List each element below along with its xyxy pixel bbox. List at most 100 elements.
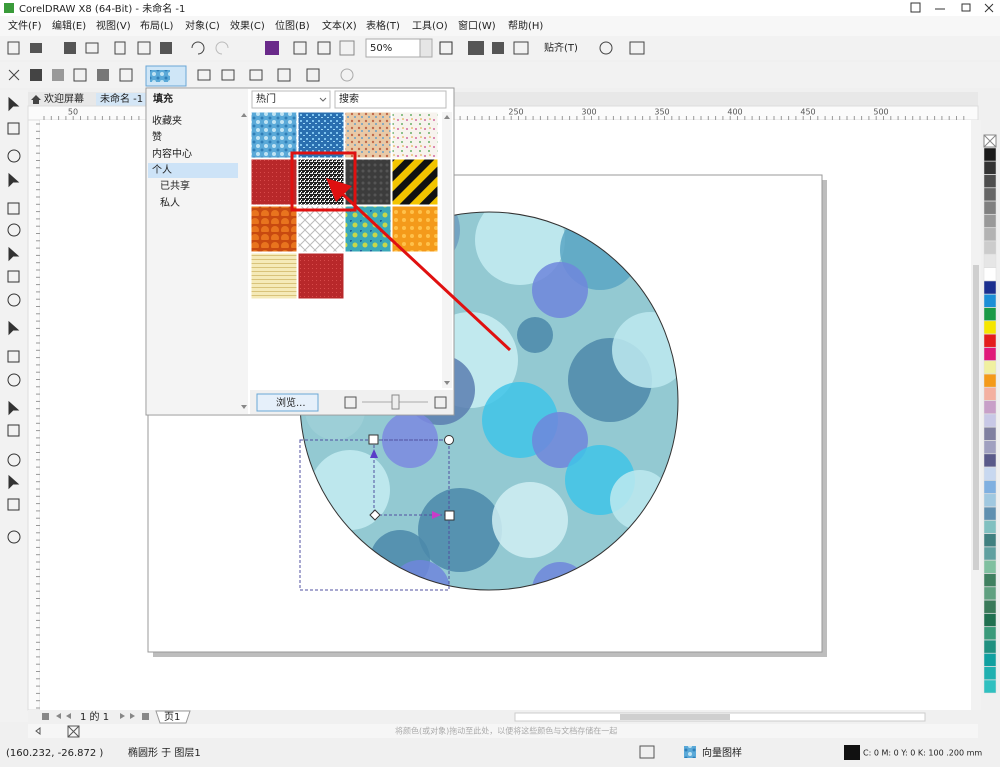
- category-item[interactable]: 内容中心: [152, 147, 192, 160]
- tool-icon[interactable]: [8, 320, 20, 336]
- color-swatch[interactable]: [983, 347, 997, 361]
- color-swatch[interactable]: [983, 573, 997, 587]
- browse-label[interactable]: 浏览...: [276, 396, 306, 409]
- tool-icon[interactable]: [7, 350, 20, 363]
- pattern-thumbnails[interactable]: [250, 111, 439, 300]
- tool-icon[interactable]: [7, 223, 21, 237]
- palette-tools[interactable]: [35, 725, 80, 738]
- color-swatch[interactable]: [983, 147, 997, 162]
- menu-item[interactable]: 表格(T): [366, 19, 400, 32]
- color-swatch[interactable]: [983, 493, 997, 508]
- color-swatch[interactable]: [983, 267, 997, 281]
- color-swatch[interactable]: [983, 586, 997, 601]
- category-item[interactable]: 已共享: [160, 179, 190, 192]
- menu-item[interactable]: 工具(O): [412, 20, 448, 32]
- zoom-dropdown[interactable]: [419, 38, 433, 58]
- page-nav-buttons[interactable]: [42, 713, 149, 720]
- category-item[interactable]: 赞: [152, 130, 162, 143]
- color-swatch[interactable]: [983, 320, 997, 335]
- color-swatch[interactable]: [983, 214, 997, 228]
- tab-welcome[interactable]: 欢迎屏幕: [44, 92, 84, 105]
- color-swatch[interactable]: [983, 653, 997, 667]
- color-swatch[interactable]: [983, 400, 997, 414]
- fill-type-icons[interactable]: [8, 65, 354, 87]
- tool-icon[interactable]: [7, 122, 20, 135]
- color-swatch[interactable]: [983, 333, 997, 348]
- thumb-size-slider[interactable]: [344, 394, 447, 410]
- color-palette[interactable]: [983, 134, 997, 694]
- pattern-thumb[interactable]: [250, 158, 298, 206]
- color-swatch[interactable]: [983, 373, 997, 388]
- color-swatch[interactable]: [983, 413, 997, 428]
- color-swatch[interactable]: [983, 466, 997, 481]
- color-swatch[interactable]: [983, 560, 997, 574]
- menu-item[interactable]: 编辑(E): [52, 19, 86, 32]
- menu-item[interactable]: 布局(L): [140, 20, 173, 32]
- tool-icon[interactable]: [7, 498, 20, 511]
- menu-item[interactable]: 视图(V): [96, 19, 131, 32]
- color-swatch[interactable]: [983, 294, 997, 308]
- tool-icon[interactable]: [8, 96, 20, 112]
- pattern-thumb[interactable]: [391, 205, 439, 253]
- menu-item[interactable]: 文本(X): [322, 19, 357, 32]
- pattern-thumb[interactable]: [250, 111, 298, 159]
- zoom-level[interactable]: 50%: [370, 43, 392, 54]
- color-swatch[interactable]: [983, 453, 997, 468]
- pattern-thumb[interactable]: [297, 111, 345, 159]
- pattern-thumb[interactable]: [297, 205, 345, 253]
- color-swatch[interactable]: [983, 387, 997, 401]
- color-swatch[interactable]: [983, 613, 997, 627]
- browse-button[interactable]: [256, 393, 319, 412]
- pattern-thumb[interactable]: [250, 252, 298, 300]
- thumb-scrollbar[interactable]: [442, 112, 452, 388]
- menu-item[interactable]: 位图(B): [275, 19, 310, 32]
- tool-icons[interactable]: [7, 96, 21, 544]
- search-box[interactable]: [334, 90, 447, 109]
- tool-icon[interactable]: [7, 373, 21, 387]
- scroll-thumb[interactable]: [973, 265, 979, 570]
- filter-dropdown[interactable]: [251, 90, 331, 109]
- color-swatch[interactable]: [983, 480, 997, 494]
- color-swatch[interactable]: [983, 240, 997, 255]
- filter-value[interactable]: 热门: [256, 92, 276, 105]
- tool-icon[interactable]: [7, 424, 20, 437]
- color-swatch[interactable]: [983, 227, 997, 242]
- active-tab[interactable]: [96, 93, 148, 106]
- pattern-thumb[interactable]: [250, 205, 298, 253]
- menu-item[interactable]: 效果(C): [230, 19, 265, 32]
- page-tab[interactable]: 页1: [164, 711, 180, 723]
- color-swatch[interactable]: [983, 520, 997, 534]
- color-swatch[interactable]: [983, 546, 997, 561]
- pattern-thumb[interactable]: [391, 158, 439, 206]
- page-tab-shape[interactable]: [155, 710, 191, 724]
- tab-document[interactable]: 未命名 -1: [100, 92, 143, 105]
- color-swatch[interactable]: [983, 174, 997, 188]
- pattern-thumb[interactable]: [344, 111, 392, 159]
- menu-item[interactable]: 文件(F): [8, 19, 42, 32]
- toolbar-icons[interactable]: [7, 40, 645, 56]
- color-swatch[interactable]: [983, 427, 997, 441]
- color-swatch[interactable]: [983, 666, 997, 680]
- color-swatch[interactable]: [983, 200, 997, 215]
- color-swatch[interactable]: [983, 187, 997, 202]
- search-placeholder[interactable]: 搜索: [339, 92, 359, 105]
- category-item[interactable]: 收藏夹: [152, 114, 182, 127]
- tool-icon[interactable]: [8, 400, 20, 416]
- color-swatch[interactable]: [983, 254, 997, 268]
- tool-icon[interactable]: [7, 202, 20, 215]
- color-swatch[interactable]: [983, 506, 997, 521]
- menu-item[interactable]: 窗口(W): [458, 19, 496, 32]
- color-swatch[interactable]: [983, 599, 997, 614]
- tool-icon[interactable]: [7, 270, 20, 283]
- pattern-thumb[interactable]: [297, 252, 345, 300]
- hscroll-thumb[interactable]: [620, 714, 730, 720]
- color-swatch[interactable]: [983, 440, 997, 454]
- tool-icon[interactable]: [8, 474, 20, 490]
- menu-item[interactable]: 帮助(H): [508, 19, 543, 32]
- tool-icon[interactable]: [7, 530, 21, 544]
- pattern-thumb[interactable]: [344, 158, 392, 206]
- tool-icon[interactable]: [8, 246, 20, 262]
- tool-icon[interactable]: [7, 453, 21, 467]
- snap-menu[interactable]: 贴齐(T): [544, 41, 578, 54]
- tool-icon[interactable]: [7, 149, 21, 163]
